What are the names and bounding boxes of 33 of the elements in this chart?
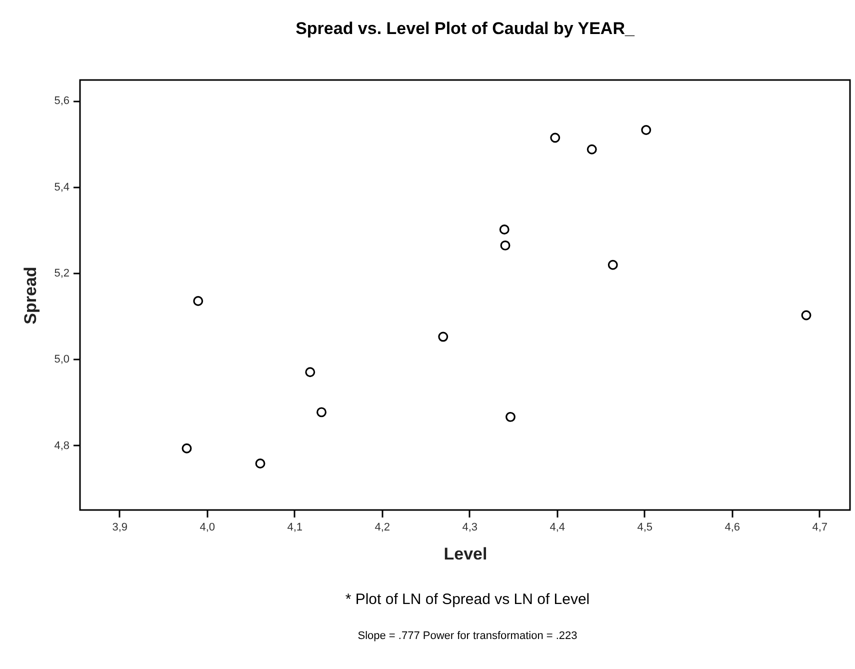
y-tick-label: 5,0 xyxy=(54,354,70,366)
point xyxy=(182,443,192,454)
point xyxy=(550,132,560,143)
point xyxy=(438,332,448,342)
point xyxy=(586,144,597,154)
text: * Plot of LN of Spread vs LN of Level xyxy=(344,591,591,608)
point xyxy=(316,407,326,418)
x-axis-title: Level xyxy=(444,544,488,564)
point xyxy=(506,412,516,422)
y-tick-label: 5,2 xyxy=(54,268,70,280)
point xyxy=(305,367,316,378)
point xyxy=(500,240,510,250)
x-tick-label: 4,1 xyxy=(287,522,303,534)
x-tick-label: 4,2 xyxy=(374,522,390,534)
x-tick-label: 4,7 xyxy=(812,522,828,534)
x-tick-label: 4,6 xyxy=(724,522,740,534)
x-tick-label: 4,5 xyxy=(637,522,653,534)
x-tick-label: 4,3 xyxy=(462,522,478,534)
point xyxy=(608,260,618,270)
y-axis-title: Spread xyxy=(21,266,40,324)
point xyxy=(499,224,510,234)
point xyxy=(255,458,266,468)
x-tick-label: 4,0 xyxy=(200,522,216,534)
point xyxy=(193,296,204,306)
chart-title: Spread vs. Level Plot of Caudal by YEAR_ xyxy=(296,19,635,38)
x-tick-label: 4,4 xyxy=(550,522,566,534)
text: Slope = .777 Power for transformation = .223 xyxy=(356,630,578,642)
point xyxy=(641,125,652,135)
y-tick-label: 5,4 xyxy=(54,181,70,194)
x-tick-label: 3,9 xyxy=(112,522,128,534)
y-tick-label: 4,8 xyxy=(54,440,70,452)
point xyxy=(801,310,812,320)
y-tick-label: 5,6 xyxy=(54,95,70,108)
